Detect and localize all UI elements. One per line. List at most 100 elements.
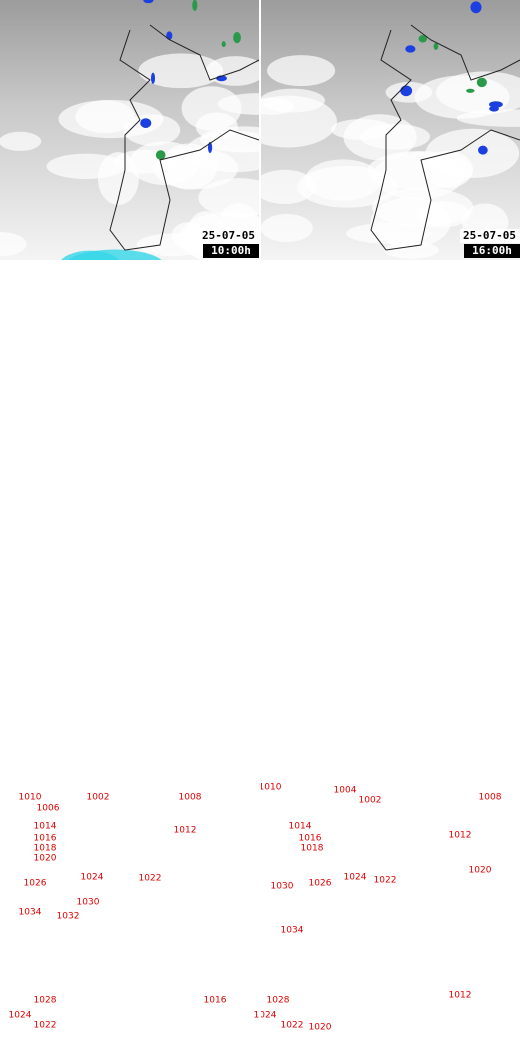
wind-arrow — [421, 770, 430, 772]
isobar-label: 1032 — [57, 912, 80, 922]
rain-echo — [221, 41, 226, 48]
wind-arrow — [198, 490, 206, 493]
wind-arrow — [497, 750, 505, 754]
cloud — [261, 95, 337, 148]
wind-arrow — [46, 330, 54, 334]
date-bg — [199, 749, 261, 763]
coastline — [149, 544, 260, 601]
timestamp: 25-07-05 16:00h — [460, 749, 520, 778]
isobar-detail — [134, 968, 138, 972]
rain-echo — [155, 150, 166, 160]
wind-arrow — [236, 306, 244, 310]
wind-arrow — [497, 628, 506, 630]
wind-arrow — [179, 770, 187, 773]
isobar-detail — [111, 895, 119, 903]
wind-arrow — [402, 270, 411, 273]
isobar-label-bg — [34, 995, 56, 1005]
isobar-detail — [116, 990, 123, 997]
wind-arrow — [478, 586, 486, 590]
wind-arrow — [122, 367, 131, 370]
wind-field — [268, 616, 370, 654]
wind-arrow — [198, 547, 207, 550]
isobar-detail — [189, 998, 197, 1006]
wind-arrow — [269, 410, 278, 412]
wind-arrow — [326, 668, 335, 670]
isobar-label-bg — [57, 911, 79, 921]
wind-arrow — [326, 746, 334, 750]
wind-arrow — [8, 570, 16, 574]
isobar-label-bg — [254, 1010, 276, 1020]
wind-arrow — [497, 347, 505, 350]
wind-arrow — [8, 530, 17, 531]
wind-arrow — [198, 647, 206, 650]
wind-arrow — [497, 770, 505, 774]
isobar-detail — [204, 941, 209, 946]
wind-arrow — [46, 650, 55, 651]
wind-arrow — [307, 486, 315, 490]
wind-arrow — [65, 766, 73, 770]
wind-arrow — [84, 726, 92, 730]
wind-arrow — [65, 350, 74, 352]
wind-arrow — [326, 706, 334, 710]
isobar-label: 1014 — [289, 822, 312, 832]
isobar-detail — [207, 1029, 213, 1035]
wind-arrow — [160, 568, 169, 570]
wind-arrow — [516, 369, 520, 370]
wind-arrow — [160, 308, 169, 310]
wind-arrow — [516, 629, 520, 630]
date-bg — [460, 229, 520, 243]
wind-arrow — [103, 466, 111, 470]
isobar-detail — [174, 964, 177, 967]
isobar-label: 1024 — [254, 1011, 277, 1021]
wind-arrow — [179, 428, 188, 430]
wind-arrow — [478, 566, 486, 570]
isobar — [225, 838, 357, 986]
isobar-detail — [136, 977, 141, 982]
wind-arrow — [478, 409, 487, 410]
wind-arrow — [179, 626, 187, 630]
wind-arrow — [160, 530, 169, 531]
wind-arrow — [160, 327, 169, 330]
wind-field — [304, 507, 417, 545]
wind-arrow — [307, 570, 315, 574]
wind-arrow — [516, 450, 520, 454]
isobar-detail — [465, 893, 470, 898]
isobar-detail — [446, 867, 452, 873]
wind-field — [72, 388, 140, 423]
wind-arrow — [269, 650, 277, 653]
wind-arrow — [46, 669, 55, 670]
wind-arrow — [307, 746, 315, 750]
isobar-label-bg — [19, 907, 41, 917]
wind-arrow — [46, 570, 54, 574]
wind-arrow — [122, 488, 131, 490]
wind-arrow — [440, 428, 449, 430]
wind-arrow — [46, 506, 54, 510]
strong-wind — [5, 600, 115, 620]
isobar-detail — [466, 882, 471, 887]
cloud — [205, 56, 259, 86]
cloud — [297, 165, 398, 208]
wind-arrow — [288, 570, 296, 574]
wind-arrow — [65, 590, 73, 593]
isobar-detail — [113, 866, 122, 875]
wind-arrow — [8, 590, 16, 594]
wind-arrow — [345, 746, 353, 750]
wind-arrow — [65, 486, 73, 490]
wind-arrow — [217, 710, 226, 712]
wind-arrow — [459, 566, 467, 570]
isobar-label-bg — [77, 897, 99, 907]
isobar-detail — [380, 919, 385, 924]
isobar-detail — [204, 1018, 207, 1021]
cloud — [0, 131, 42, 151]
wind-arrow — [217, 770, 225, 774]
cloud — [129, 141, 200, 186]
isobar-detail — [490, 1004, 500, 1014]
wind-arrow — [364, 666, 372, 670]
wind-arrow — [307, 447, 315, 450]
wind-arrow — [383, 386, 391, 390]
rain-echo — [433, 42, 439, 50]
isobar-label-bg — [309, 1022, 331, 1032]
wind-arrow — [65, 310, 73, 314]
isobar-label-bg — [24, 878, 46, 888]
isobar-detail — [420, 960, 422, 962]
